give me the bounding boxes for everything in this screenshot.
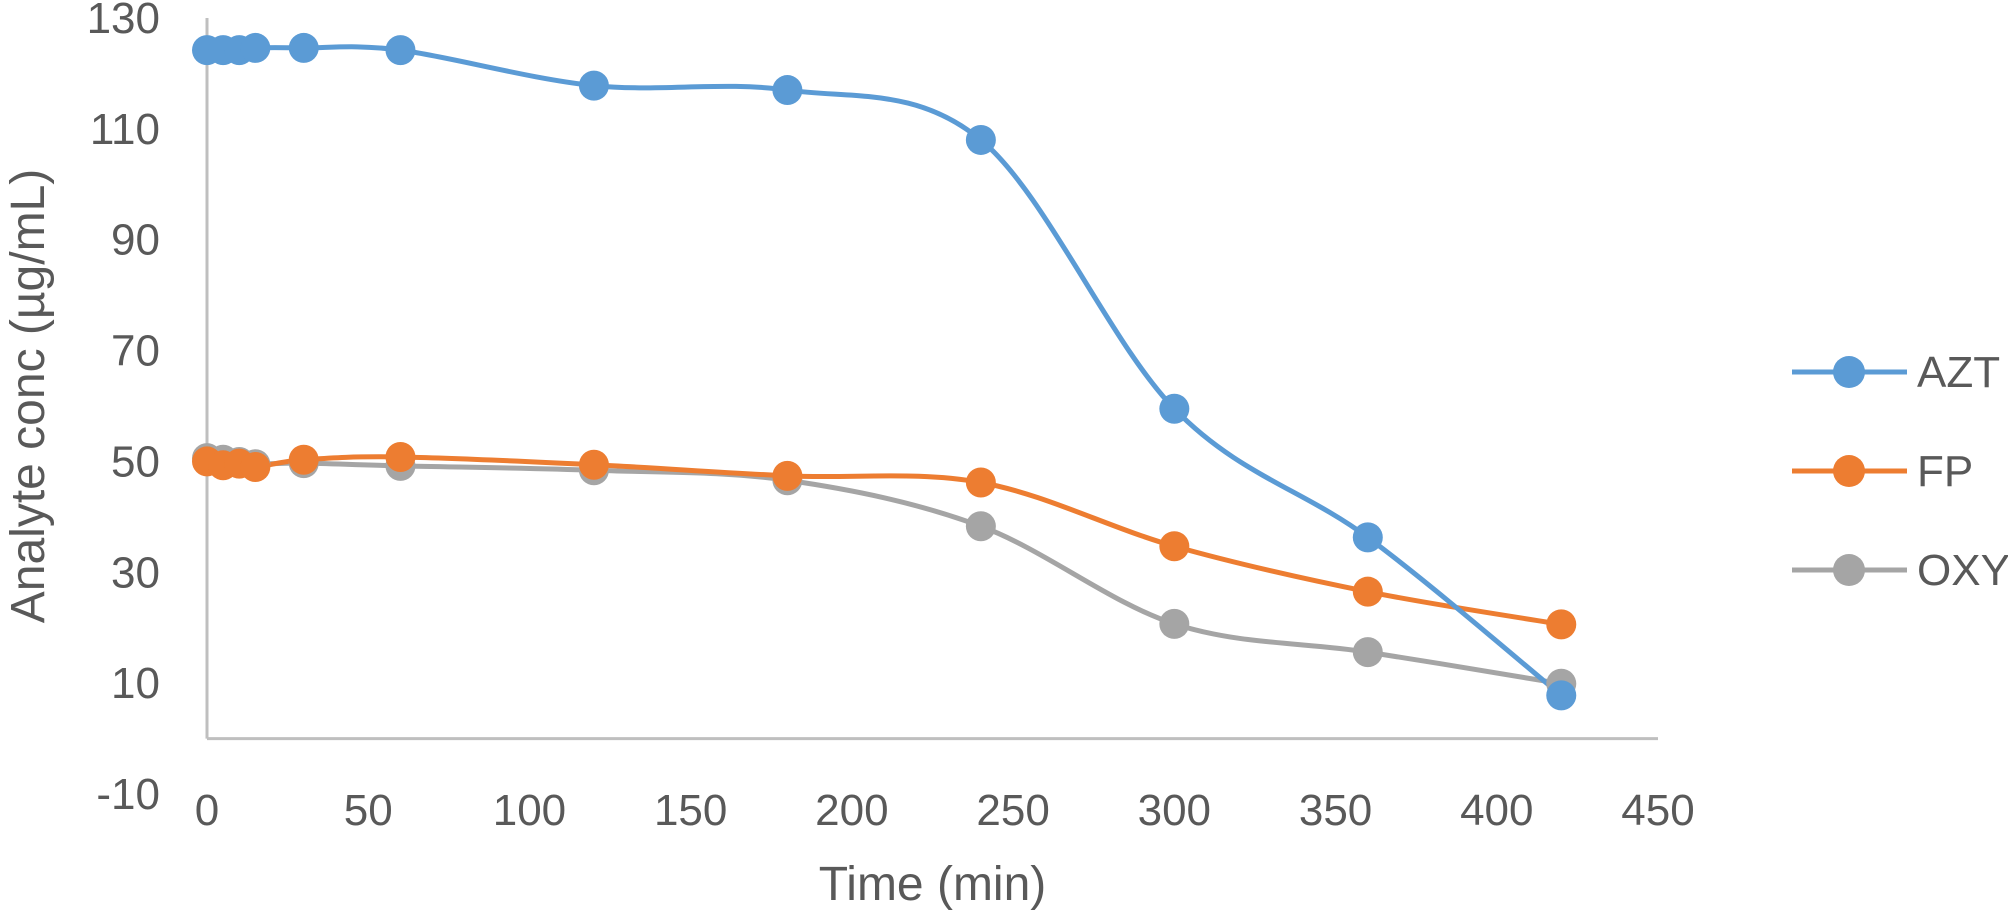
data-point-oxy <box>1159 608 1190 639</box>
data-point-fp <box>1159 531 1190 562</box>
x-tick-label: 200 <box>815 786 888 835</box>
y-tick-label: 10 <box>111 659 160 708</box>
series-points <box>192 32 1577 711</box>
y-tick-label: 50 <box>111 437 160 486</box>
data-point-azt <box>578 70 609 101</box>
legend-marker-fp <box>1833 455 1865 487</box>
x-tick-label: 300 <box>1138 786 1211 835</box>
x-tick-label: 450 <box>1621 786 1694 835</box>
x-tick-label: 400 <box>1460 786 1533 835</box>
y-tick-label: 110 <box>90 105 160 154</box>
x-tick-label: 350 <box>1299 786 1372 835</box>
y-tick-label: 70 <box>111 327 160 376</box>
y-tick-label: 90 <box>111 216 160 265</box>
data-point-azt <box>1352 522 1383 553</box>
x-tick-label: 100 <box>493 786 566 835</box>
y-tick-label: -10 <box>96 770 160 819</box>
y-axis-title: Analyte conc (µg/mL) <box>2 169 55 624</box>
data-point-oxy <box>1352 637 1383 668</box>
y-axis-tick-labels: -10 10 30 50 70 90 110 130 <box>87 0 160 819</box>
x-tick-label: 50 <box>344 786 393 835</box>
data-point-azt <box>772 75 803 106</box>
data-point-azt <box>240 32 271 63</box>
data-point-fp <box>288 444 319 475</box>
data-point-azt <box>1546 680 1577 711</box>
legend-label-fp: FP <box>1917 447 1973 496</box>
x-axis-title: Time (min) <box>819 858 1047 911</box>
data-point-fp <box>385 441 416 472</box>
data-point-azt <box>385 35 416 66</box>
x-axis-tick-labels: 0 50 100 150 200 250 300 350 400 450 <box>195 786 1695 835</box>
legend-marker-oxy <box>1833 554 1865 586</box>
legend: AZT FP OXY <box>1792 348 2008 595</box>
legend-marker-azt <box>1833 356 1865 388</box>
data-point-fp <box>1546 609 1577 640</box>
y-tick-label: 30 <box>111 548 160 597</box>
x-tick-label: 250 <box>976 786 1049 835</box>
data-point-fp <box>240 451 271 482</box>
data-point-fp <box>772 460 803 491</box>
x-tick-label: 150 <box>654 786 727 835</box>
x-tick-label: 0 <box>195 786 219 835</box>
data-point-azt <box>288 32 319 63</box>
data-point-fp <box>965 467 996 498</box>
data-point-azt <box>1159 393 1190 424</box>
data-point-fp <box>1352 576 1383 607</box>
legend-label-azt: AZT <box>1917 348 2000 397</box>
y-tick-label: 130 <box>87 0 160 43</box>
data-point-fp <box>578 449 609 480</box>
legend-label-oxy: OXY <box>1917 546 2008 595</box>
data-point-oxy <box>965 511 996 542</box>
data-point-azt <box>965 124 996 155</box>
